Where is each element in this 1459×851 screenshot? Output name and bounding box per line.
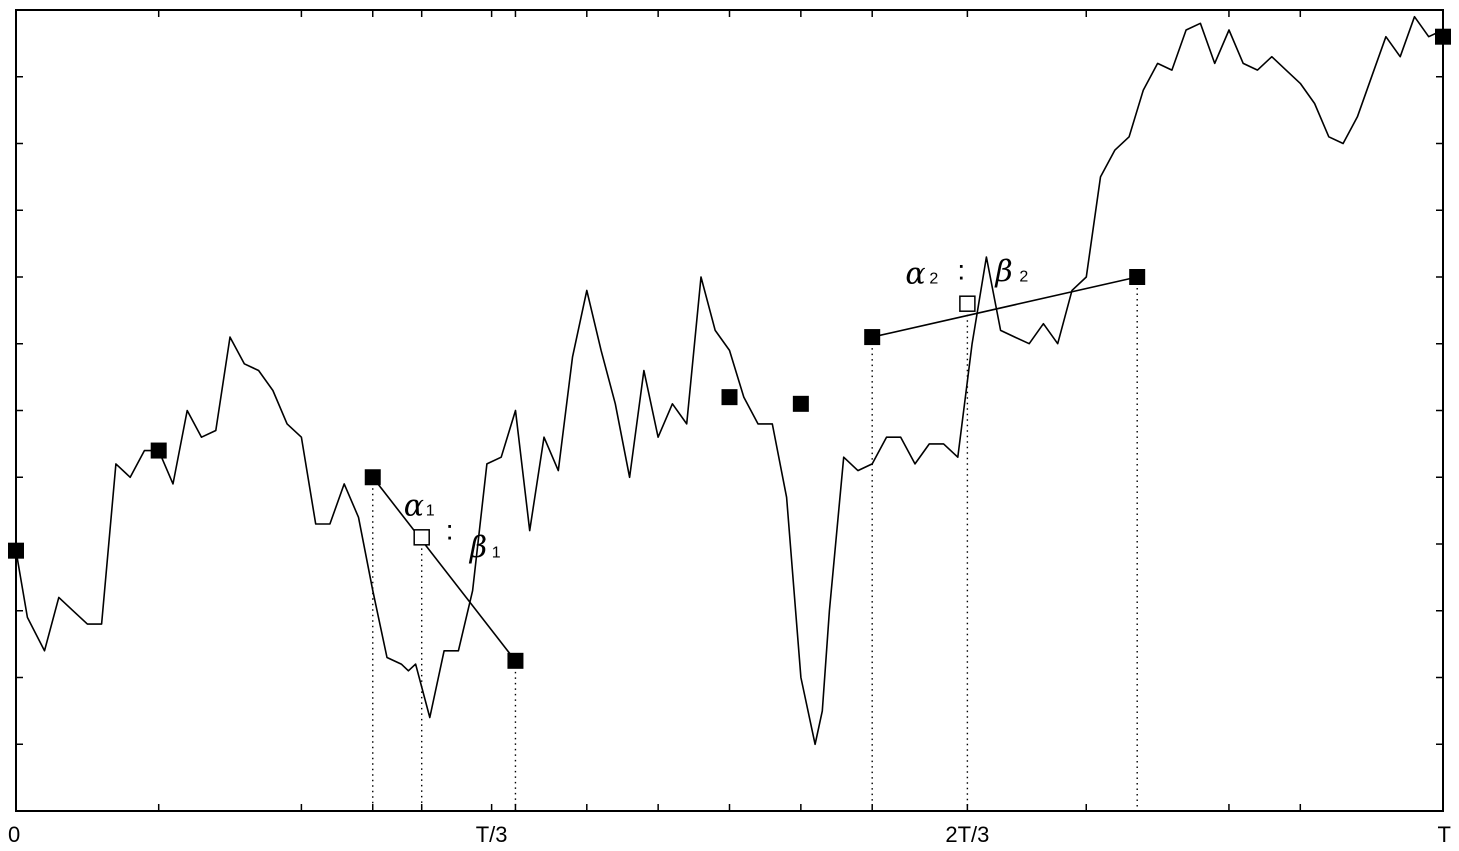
- filled-square-marker-7: [1129, 269, 1146, 285]
- filled-square-marker-1: [150, 442, 167, 459]
- annotation-beta-1: β: [994, 255, 1012, 290]
- filled-square-marker-8: [1435, 28, 1451, 45]
- filled-square-marker-4: [721, 389, 738, 406]
- annotation-alpha-sub-1: 2: [929, 271, 938, 288]
- annotation-alpha-sub-0: 1: [426, 502, 435, 519]
- filled-square-marker-5: [792, 395, 809, 412]
- filled-square-marker-6: [864, 329, 881, 346]
- filled-square-marker-0: [8, 542, 24, 559]
- annotation-beta-sub-0: 1: [492, 544, 501, 561]
- chord-line-1: [872, 276, 1138, 338]
- annotation-colon-0: :: [446, 514, 454, 545]
- x-tick-label-0: 0: [8, 822, 20, 847]
- annotation-alpha-1: α: [905, 257, 925, 292]
- annotation-beta-sub-1: 2: [1019, 269, 1028, 286]
- open-square-marker-0: [413, 529, 430, 546]
- filled-square-marker-3: [507, 652, 524, 669]
- annotation-beta-0: β: [469, 530, 487, 565]
- plot-frame: [15, 9, 1444, 812]
- x-tick-label-12: 2T/3: [945, 822, 989, 847]
- filled-square-marker-2: [364, 469, 381, 486]
- annotation-colon-1: :: [957, 255, 965, 286]
- x-tick-label-16: T: [1438, 822, 1451, 847]
- chord-line-0: [372, 476, 517, 662]
- series-line-0: [15, 15, 1444, 746]
- annotation-alpha-0: α: [404, 488, 424, 523]
- x-tick-label-5: T/3: [476, 822, 508, 847]
- open-square-marker-1: [959, 295, 976, 312]
